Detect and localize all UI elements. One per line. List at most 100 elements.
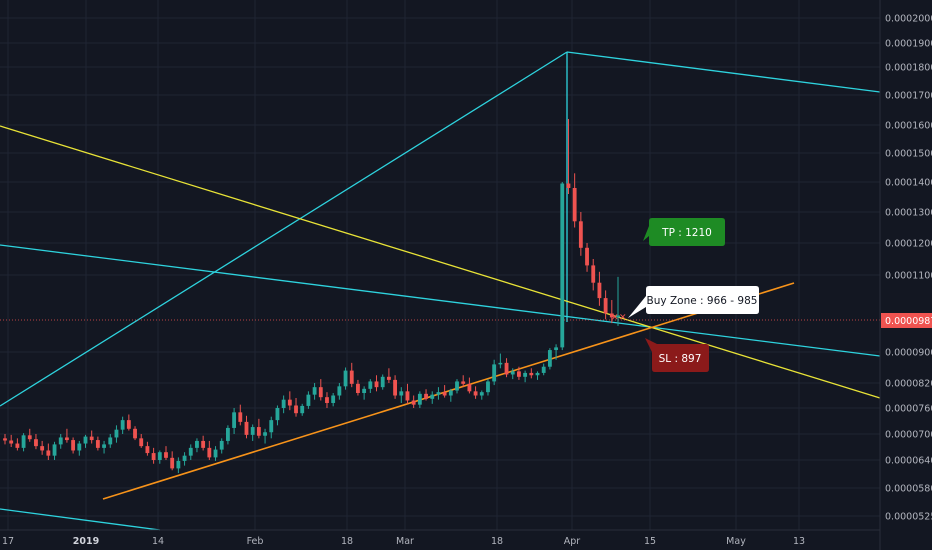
candle-body	[213, 449, 218, 458]
candle-body	[188, 447, 193, 456]
candle-body	[585, 247, 589, 266]
y-tick-label: 0.0000580	[885, 484, 932, 495]
y-tick-label: 0.0000900	[885, 348, 932, 359]
y-tick-label: 0.0001500	[885, 149, 932, 160]
candle-body	[64, 437, 69, 441]
x-tick-label: 17	[2, 536, 14, 547]
candle-body	[417, 393, 422, 405]
candle-body	[529, 372, 534, 376]
sl-callout[interactable]: SL : 897	[645, 338, 709, 372]
candle-body	[609, 313, 614, 318]
candle-body	[21, 435, 26, 448]
candle-body	[535, 372, 540, 376]
orange-support-line[interactable]	[102, 282, 795, 500]
candle-body	[380, 376, 385, 388]
cyan-mid-trendline[interactable]	[0, 244, 881, 357]
y-tick-label: 0.0000640	[885, 456, 932, 467]
candle-body	[269, 420, 274, 433]
candle-body	[201, 440, 206, 448]
candle-body	[182, 455, 187, 461]
candle-body	[9, 440, 14, 444]
y-tick-label: 0.0001600	[885, 121, 932, 132]
candle-body	[362, 388, 367, 393]
time-axis[interactable]: 17 2019 14 Feb 18 Mar 18 Apr 15 May 13	[0, 529, 880, 547]
candle-body	[3, 438, 7, 441]
candle-body	[337, 386, 342, 396]
candle-body	[34, 439, 38, 447]
buy-zone-callout[interactable]: Buy Zone : 966 - 985	[628, 286, 759, 318]
candle-body	[442, 392, 447, 396]
candle-body	[331, 395, 336, 403]
candle-body	[139, 438, 144, 447]
candle-body	[467, 383, 472, 392]
candle-body	[349, 370, 354, 384]
candle-body	[356, 383, 360, 393]
cyan-lower-trendline[interactable]	[0, 508, 161, 531]
candle-body	[164, 452, 168, 458]
x-tick-label: 18	[491, 536, 503, 547]
candle-body	[102, 444, 106, 448]
candle-body	[461, 381, 466, 384]
candle-body	[455, 381, 459, 391]
candle-body	[411, 400, 416, 405]
y-tick-label: 0.0000760	[885, 404, 932, 415]
candle-body	[578, 221, 583, 248]
y-tick-label: 0.0001400	[885, 178, 932, 189]
candle-body	[368, 381, 373, 389]
candle-body	[275, 408, 280, 421]
x-tick-label: 2019	[73, 536, 99, 547]
candle-body	[27, 435, 32, 440]
candle-body	[244, 421, 249, 435]
candle-body	[566, 183, 571, 188]
y-tick-label: 0.0001300	[885, 208, 932, 219]
candle-body	[541, 366, 546, 373]
x-tick-label: May	[726, 536, 746, 547]
candle-body	[89, 436, 94, 441]
x-tick-label: Feb	[247, 536, 264, 547]
candle-body	[15, 443, 20, 448]
candle-body	[399, 391, 404, 396]
candle-body	[523, 372, 528, 377]
yellow-resistance-line[interactable]	[0, 125, 881, 399]
candle-body	[151, 453, 156, 460]
candle-body	[424, 393, 428, 399]
candle-body	[40, 446, 45, 451]
candle-body	[312, 387, 317, 395]
entry-marker: ✕	[619, 313, 627, 323]
tp-label: TP : 1210	[661, 227, 712, 239]
candle-body	[83, 436, 88, 444]
x-tick-label: 18	[341, 536, 353, 547]
x-tick-label: Apr	[564, 536, 581, 547]
price-axis[interactable]: 0.0002000 0.0001900 0.0001800 0.0001700 0.00…	[879, 0, 932, 550]
candle-body	[133, 428, 137, 439]
candle-body	[306, 394, 311, 406]
candle-body	[591, 265, 596, 283]
tp-callout[interactable]: TP : 1210	[643, 218, 725, 246]
cyan-channel-down-line[interactable]	[566, 51, 881, 93]
cyan-channel-up-line[interactable]	[0, 51, 568, 407]
buy-zone-label: Buy Zone : 966 - 985	[647, 295, 758, 307]
candle-body	[547, 350, 552, 367]
x-tick-label: 15	[644, 536, 656, 547]
candle-body	[479, 392, 484, 396]
tp-bubble	[643, 218, 725, 246]
candle-body	[436, 392, 441, 395]
y-tick-label: 0.0000525	[885, 512, 932, 523]
y-tick-label: 0.0000700	[885, 430, 932, 441]
candle-body	[554, 347, 559, 351]
candle-body	[58, 437, 63, 445]
candle-body	[504, 362, 509, 375]
y-tick-label: 0.0001700	[885, 91, 932, 102]
y-tick-label: 0.0001800	[885, 63, 932, 74]
candle-body	[232, 412, 237, 428]
candle-body	[405, 391, 410, 401]
candle-body	[572, 188, 577, 222]
candle-body	[126, 420, 131, 429]
candle-body	[325, 397, 329, 403]
candle-body	[145, 446, 150, 454]
candle-body	[603, 298, 608, 314]
y-tick-label: 0.0001100	[885, 271, 932, 282]
candle-body	[238, 412, 243, 422]
candle-body	[486, 381, 490, 393]
